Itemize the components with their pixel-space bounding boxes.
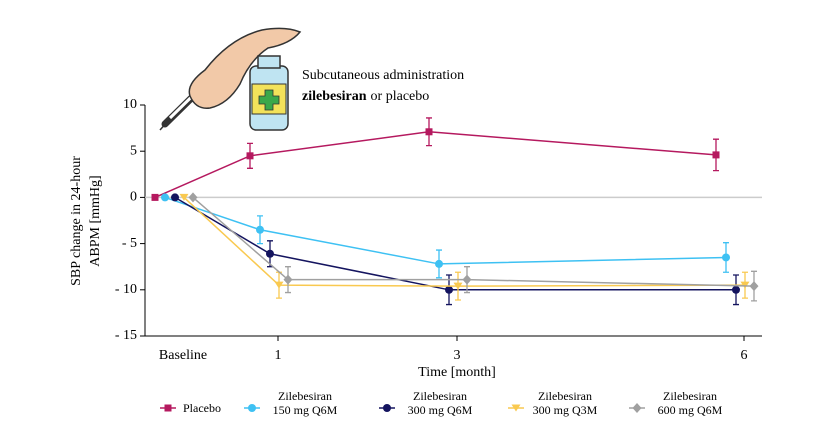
marker: [732, 285, 740, 294]
marker: [179, 193, 189, 201]
marker: [511, 404, 521, 412]
marker: [188, 192, 198, 203]
marker: [445, 285, 453, 294]
y-tick-label: - 10: [115, 282, 137, 297]
marker: [425, 128, 433, 136]
marker: [712, 151, 720, 159]
annotation: zilebesiran or placebo: [302, 89, 429, 104]
series-line: [183, 196, 746, 287]
legend-label: Placebo: [183, 401, 221, 415]
marker: [161, 193, 169, 202]
legend-label: Zilebesiran 300 mg Q3M: [532, 389, 598, 417]
marker: [453, 282, 463, 290]
marker: [274, 281, 284, 289]
series-line: [192, 196, 755, 287]
x-tick-label: 6: [741, 348, 748, 363]
marker: [722, 253, 730, 262]
marker: [435, 259, 443, 268]
y-tick-label: 10: [123, 97, 137, 112]
annotation-bold: zilebesiran: [302, 89, 367, 104]
x-tick-label: 1: [275, 348, 282, 363]
marker: [256, 225, 264, 234]
annotation: Subcutaneous administration: [302, 68, 464, 83]
marker: [151, 193, 159, 201]
series-line: [174, 196, 736, 291]
series-line: [154, 131, 717, 199]
x-tick-label: 3: [454, 348, 461, 363]
y-axis-label-line: ABPM [mmHg]: [88, 175, 103, 266]
legend-label: Zilebesiran 600 mg Q6M: [657, 389, 723, 417]
y-tick-label: 5: [130, 143, 137, 158]
marker: [246, 152, 254, 160]
marker: [749, 281, 759, 292]
y-tick-label: 0: [130, 190, 137, 205]
series: [179, 193, 750, 301]
marker: [462, 274, 472, 285]
annotation: or placebo: [371, 89, 430, 104]
illustration: [159, 27, 302, 131]
series: [161, 193, 730, 279]
marker: [248, 404, 256, 412]
marker: [171, 193, 179, 202]
x-axis-label: Time [month]: [418, 365, 496, 380]
y-axis-label-line: SBP change in 24-hour: [69, 156, 84, 286]
marker: [632, 403, 642, 413]
x-tick-label: Baseline: [159, 348, 207, 363]
legend-label: Zilebesiran 150 mg Q6M: [272, 389, 338, 417]
series: [151, 117, 720, 201]
y-tick-label: - 5: [122, 236, 137, 251]
series-line: [164, 196, 727, 265]
y-axis-label: SBP change in 24-hour ABPM [mmHg]: [69, 156, 103, 286]
series: [188, 192, 759, 302]
marker: [266, 249, 274, 258]
series: [171, 193, 740, 306]
legend-label: Zilebesiran 300 mg Q6M: [407, 389, 473, 417]
marker: [283, 274, 293, 285]
marker: [164, 404, 172, 412]
marker: [383, 404, 391, 412]
y-tick-label: - 15: [115, 328, 137, 343]
